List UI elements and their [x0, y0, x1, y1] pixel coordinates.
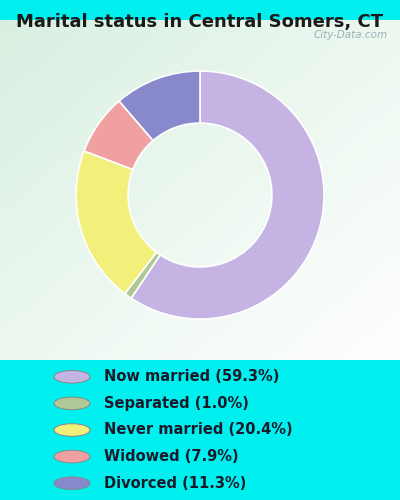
Text: Separated (1.0%): Separated (1.0%): [104, 396, 249, 411]
Wedge shape: [84, 101, 153, 170]
Circle shape: [54, 370, 90, 383]
Circle shape: [54, 397, 90, 409]
Text: Now married (59.3%): Now married (59.3%): [104, 370, 279, 384]
Text: City-Data.com: City-Data.com: [314, 30, 388, 40]
Text: Divorced (11.3%): Divorced (11.3%): [104, 476, 246, 490]
Text: Marital status in Central Somers, CT: Marital status in Central Somers, CT: [16, 12, 384, 30]
Circle shape: [54, 450, 90, 463]
Wedge shape: [125, 252, 160, 298]
Circle shape: [54, 424, 90, 436]
Text: Widowed (7.9%): Widowed (7.9%): [104, 449, 239, 464]
Circle shape: [54, 477, 90, 490]
Text: Never married (20.4%): Never married (20.4%): [104, 422, 293, 438]
Wedge shape: [76, 151, 156, 294]
Wedge shape: [119, 71, 200, 140]
Wedge shape: [131, 71, 324, 319]
